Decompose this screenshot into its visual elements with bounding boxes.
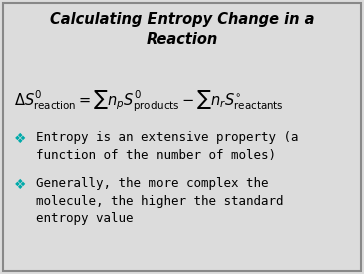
FancyBboxPatch shape <box>3 3 361 271</box>
Text: Entropy is an extensive property (a
function of the number of moles): Entropy is an extensive property (a func… <box>36 131 298 161</box>
Text: ❖: ❖ <box>14 178 27 192</box>
Text: ❖: ❖ <box>14 132 27 146</box>
Text: $\Delta S^{0}_{\rm reaction} = \sum n_{p} S^{0}_{\rm products} - \sum n_{r} S^{\: $\Delta S^{0}_{\rm reaction} = \sum n_{p… <box>14 89 284 115</box>
Text: Generally, the more complex the
molecule, the higher the standard
entropy value: Generally, the more complex the molecule… <box>36 177 284 225</box>
Text: Calculating Entropy Change in a
Reaction: Calculating Entropy Change in a Reaction <box>50 12 314 47</box>
